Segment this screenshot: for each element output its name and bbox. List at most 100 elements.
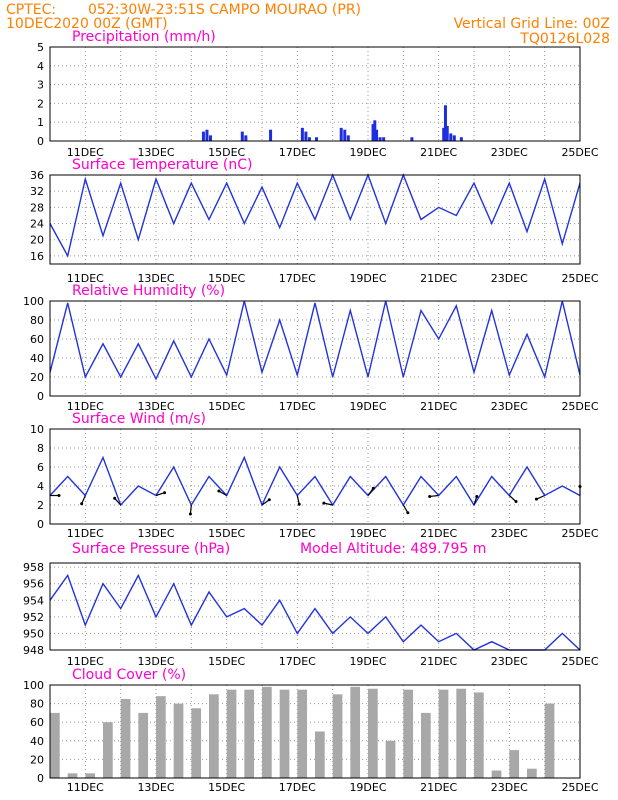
y-tick-label: 40 [30, 352, 44, 365]
cloud-bar [279, 689, 290, 778]
y-tick-label: 16 [30, 250, 44, 263]
panel-humidity: Relative Humidity (%) 0 20 40 60 80 100 11DEC 13… [23, 283, 599, 413]
x-tick-label: 17DEC [279, 527, 316, 540]
cloud-bar [315, 731, 325, 778]
precip-bar [269, 129, 273, 141]
cloud-bar [491, 770, 502, 778]
series-line [49, 173, 581, 258]
x-tick-label: 19DEC [349, 146, 386, 159]
precip-bar [371, 124, 375, 141]
x-tick-label: 21DEC [420, 527, 457, 540]
cloud-bar [156, 696, 166, 778]
cloud-bar [138, 712, 149, 778]
y-tick-label: 28 [30, 201, 44, 214]
wind-arrow [50, 494, 61, 497]
x-tick-label: 19DEC [349, 527, 386, 540]
y-tick-label: 60 [30, 716, 44, 729]
panel-title: Relative Humidity (%) [72, 283, 225, 299]
x-tick-label: 11DEC [67, 146, 104, 159]
panel-frame [49, 562, 581, 651]
x-tick-label: 17DEC [279, 400, 316, 413]
y-tick-label: 6 [37, 461, 44, 474]
wind-arrow [473, 494, 479, 506]
cloud-bar [332, 694, 343, 778]
y-tick-label: 0 [37, 772, 44, 785]
y-tick-label: 36 [30, 169, 44, 182]
x-tick-label: 25DEC [561, 146, 598, 159]
y-tick-label: 80 [30, 698, 44, 711]
precip-bar [209, 135, 212, 141]
series-line [49, 300, 581, 381]
precip-bar [443, 105, 447, 141]
y-tick-label: 958 [23, 561, 44, 574]
cloud-bar [226, 689, 237, 778]
x-tick-label: 15DEC [208, 272, 245, 285]
panel-title: Precipitation (mm/h) [72, 29, 216, 45]
panel-pressure: Surface Pressure (hPa) 948 950 952 954 956 958… [23, 541, 599, 668]
y-tick-label: 20 [30, 234, 44, 247]
y-tick-label: 954 [23, 594, 44, 607]
cloud-bar [85, 773, 96, 778]
precip-bar [201, 131, 205, 141]
y-tick-label: 3 [37, 79, 44, 92]
x-tick-label: 17DEC [279, 146, 316, 159]
header-model-id: TQ0126L028 [519, 31, 610, 47]
x-tick-label: 25DEC [561, 655, 598, 668]
y-tick-label: 4 [37, 480, 44, 493]
header-source: CPTEC: [6, 2, 56, 18]
x-tick-label: 13DEC [137, 527, 174, 540]
y-tick-label: 40 [30, 735, 44, 748]
wind-arrow [508, 495, 518, 504]
precip-bar [339, 127, 343, 141]
x-tick-label: 19DEC [349, 272, 386, 285]
cloud-bar [350, 686, 361, 778]
y-tick-label: 100 [23, 679, 44, 692]
header-location: 052:30W-23:51S CAMPO MOURAO (PR) [88, 2, 361, 18]
precip-bar [452, 135, 456, 141]
panel-temperature: Surface Temperature (nC) 16 20 24 28 32 36 11DE… [30, 157, 599, 285]
y-tick-label: 24 [30, 218, 44, 231]
precip-bar [315, 137, 318, 141]
wind-arrow [402, 504, 410, 515]
cloud-bar [474, 692, 484, 778]
x-tick-label: 17DEC [279, 655, 316, 668]
x-tick-label: 17DEC [279, 272, 316, 285]
x-tick-label: 11DEC [67, 655, 104, 668]
x-tick-label: 21DEC [420, 781, 457, 794]
y-tick-label: 2 [37, 499, 44, 512]
model-altitude: Model Altitude: 489.795 m [300, 541, 486, 557]
x-tick-label: 23DEC [491, 527, 528, 540]
x-tick-label: 25DEC [561, 527, 598, 540]
cloud-bar [421, 712, 431, 778]
x-tick-label: 11DEC [67, 527, 104, 540]
x-tick-label: 23DEC [491, 655, 528, 668]
y-tick-label: 952 [23, 611, 44, 624]
panel-title: Surface Wind (m/s) [72, 411, 206, 427]
y-tick-label: 60 [30, 333, 44, 346]
x-tick-label: 17DEC [279, 781, 316, 794]
y-tick-label: 1 [37, 116, 44, 129]
precip-bar [442, 127, 446, 141]
precip-bar [378, 137, 382, 141]
panel-wind: Surface Wind (m/s) 0 2 4 6 8 10 11DEC 13DEC 15DEC… [30, 411, 599, 540]
x-tick-label: 21DEC [420, 400, 457, 413]
cloud-bar [368, 688, 378, 778]
y-tick-label: 2 [37, 97, 44, 110]
panel-title: Cloud Cover (%) [72, 667, 186, 683]
x-tick-label: 23DEC [491, 272, 528, 285]
y-tick-label: 0 [37, 518, 44, 531]
precip-bar [346, 135, 350, 141]
precip-bar [410, 137, 414, 141]
precip-bar [382, 137, 386, 141]
panel-frame [49, 300, 581, 397]
x-tick-label: 15DEC [208, 400, 245, 413]
x-tick-label: 13DEC [137, 272, 174, 285]
y-tick-label: 20 [30, 371, 44, 384]
y-tick-label: 20 [30, 753, 44, 766]
cloud-bar [438, 689, 449, 778]
x-tick-label: 25DEC [561, 400, 598, 413]
x-tick-label: 13DEC [137, 400, 174, 413]
panel-frame [49, 428, 581, 525]
y-tick-label: 956 [23, 578, 44, 591]
